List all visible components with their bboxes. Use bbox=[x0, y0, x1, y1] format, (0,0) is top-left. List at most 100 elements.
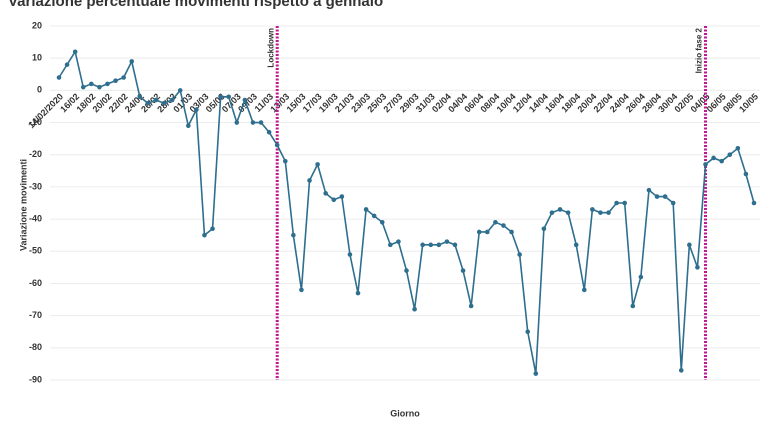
data-point bbox=[274, 142, 280, 148]
data-point bbox=[177, 88, 183, 93]
data-point bbox=[186, 123, 191, 129]
data-point bbox=[662, 194, 668, 199]
data-point bbox=[234, 120, 240, 125]
x-tick-label: 14/02/2020 bbox=[26, 91, 65, 130]
data-point bbox=[695, 265, 700, 270]
data-point bbox=[105, 81, 110, 87]
data-point bbox=[194, 107, 199, 112]
data-point bbox=[412, 306, 417, 312]
data-point bbox=[202, 232, 207, 238]
data-point bbox=[129, 59, 135, 64]
data-point bbox=[687, 242, 692, 248]
data-point bbox=[452, 242, 458, 248]
data-point bbox=[145, 100, 151, 106]
data-point bbox=[533, 371, 539, 376]
annotation-label: Lockdown bbox=[266, 28, 275, 68]
data-point bbox=[323, 191, 328, 196]
data-point bbox=[436, 242, 442, 248]
data-point bbox=[501, 223, 506, 228]
data-point bbox=[606, 210, 611, 215]
data-point bbox=[428, 242, 434, 248]
data-point bbox=[347, 252, 353, 257]
data-point bbox=[379, 220, 385, 225]
data-point bbox=[751, 200, 757, 206]
y-tick-label: -60 bbox=[29, 278, 42, 288]
y-tick-label: -90 bbox=[29, 374, 42, 384]
data-point bbox=[638, 274, 644, 280]
data-point bbox=[153, 97, 159, 103]
data-point bbox=[703, 162, 708, 167]
data-point bbox=[218, 94, 223, 100]
data-point bbox=[476, 229, 482, 235]
y-tick-label: -30 bbox=[29, 181, 42, 191]
data-point bbox=[242, 97, 248, 103]
data-point bbox=[161, 100, 167, 106]
data-point bbox=[485, 229, 490, 235]
data-point bbox=[678, 368, 684, 373]
data-point bbox=[654, 194, 660, 199]
data-point bbox=[64, 62, 70, 67]
data-point bbox=[468, 303, 474, 309]
data-point bbox=[97, 84, 102, 90]
data-point bbox=[266, 129, 272, 135]
data-point bbox=[363, 207, 369, 212]
y-tick-label: -20 bbox=[29, 149, 42, 159]
data-point bbox=[735, 145, 741, 151]
data-point bbox=[137, 94, 143, 100]
data-point bbox=[299, 287, 304, 293]
data-point bbox=[258, 120, 264, 125]
data-point bbox=[282, 158, 288, 164]
data-point bbox=[719, 158, 724, 164]
data-point bbox=[614, 200, 619, 206]
data-point bbox=[598, 210, 603, 215]
data-point bbox=[646, 187, 652, 193]
data-point bbox=[420, 242, 425, 248]
data-point bbox=[557, 207, 563, 212]
x-tick-label: 10/05 bbox=[737, 91, 760, 114]
y-tick-label: -80 bbox=[29, 342, 42, 352]
data-point bbox=[517, 252, 522, 257]
data-point bbox=[493, 220, 498, 225]
y-tick-label: 20 bbox=[32, 20, 42, 30]
data-point bbox=[549, 210, 555, 215]
data-point bbox=[291, 232, 296, 238]
data-point bbox=[581, 287, 587, 293]
data-point bbox=[444, 239, 450, 244]
y-tick-label: -50 bbox=[29, 246, 42, 256]
data-point bbox=[113, 78, 118, 84]
data-point bbox=[743, 171, 749, 177]
data-point bbox=[331, 197, 337, 203]
data-point bbox=[509, 229, 514, 235]
data-point bbox=[121, 75, 126, 80]
data-point bbox=[226, 94, 232, 100]
data-point bbox=[622, 200, 627, 206]
y-tick-label: 0 bbox=[37, 85, 42, 95]
data-point bbox=[80, 84, 86, 90]
data-point bbox=[541, 226, 547, 232]
data-point bbox=[72, 49, 78, 55]
chart-title: Variazione percentuale movimenti rispett… bbox=[8, 0, 383, 10]
data-point bbox=[670, 200, 676, 206]
data-point bbox=[525, 329, 531, 335]
data-point bbox=[315, 162, 320, 167]
data-point bbox=[388, 242, 393, 248]
y-tick-label: -10 bbox=[29, 117, 42, 127]
data-point bbox=[460, 268, 466, 273]
y-tick-label: -40 bbox=[29, 213, 42, 223]
data-point bbox=[396, 239, 401, 244]
data-point bbox=[169, 97, 175, 103]
x-axis-label: Giorno bbox=[390, 408, 420, 418]
data-point bbox=[404, 268, 409, 273]
data-point bbox=[56, 75, 62, 80]
data-point bbox=[339, 194, 345, 199]
data-point bbox=[727, 152, 733, 158]
data-point bbox=[355, 290, 361, 296]
data-point bbox=[89, 81, 94, 87]
data-point bbox=[307, 178, 312, 183]
data-point bbox=[711, 155, 716, 161]
data-point bbox=[565, 210, 571, 215]
data-point bbox=[630, 303, 636, 309]
data-point bbox=[250, 120, 256, 125]
y-tick-label: 10 bbox=[32, 53, 42, 63]
